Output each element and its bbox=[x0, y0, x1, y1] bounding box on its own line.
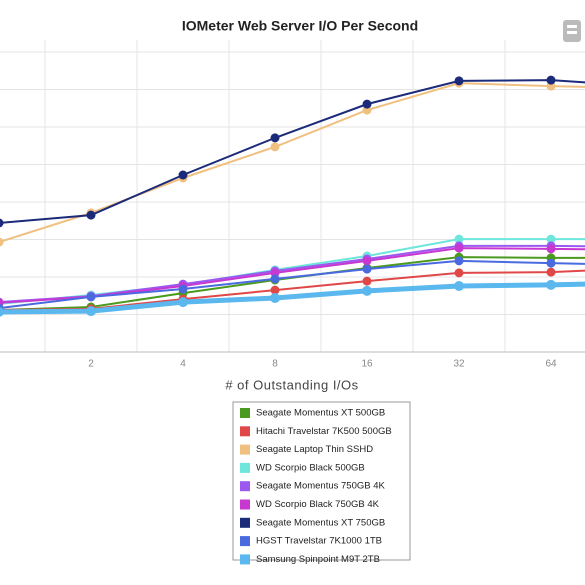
legend-label: Seagate Momentus XT 500GB bbox=[256, 408, 385, 419]
point bbox=[546, 244, 556, 254]
x-tick-label: 64 bbox=[545, 359, 557, 370]
legend-label: Seagate Laptop Thin SSHD bbox=[256, 444, 373, 455]
point bbox=[454, 234, 464, 244]
point bbox=[362, 256, 372, 266]
point bbox=[546, 258, 556, 268]
point bbox=[546, 279, 556, 290]
point bbox=[362, 285, 372, 296]
legend-label: WD Scorpio Black 750GB 4K bbox=[256, 499, 380, 510]
point bbox=[270, 293, 280, 303]
point bbox=[546, 75, 556, 85]
point bbox=[178, 284, 188, 294]
point bbox=[454, 243, 464, 253]
legend-label: Hitachi Travelstar 7K500 500GB bbox=[256, 426, 392, 437]
legend-swatch bbox=[240, 499, 250, 510]
x-tick-label: 32 bbox=[453, 359, 465, 370]
legend-swatch bbox=[240, 426, 250, 437]
point bbox=[0, 218, 4, 228]
legend-label: Seagate Momentus XT 750GB bbox=[256, 517, 385, 528]
point bbox=[546, 234, 556, 244]
series-line bbox=[0, 281, 585, 315]
point bbox=[270, 285, 280, 295]
point bbox=[362, 264, 372, 274]
point bbox=[362, 99, 372, 109]
legend-swatch bbox=[240, 462, 250, 473]
series-line bbox=[0, 82, 585, 243]
chart-title: IOMeter Web Server I/O Per Second bbox=[182, 18, 418, 34]
point bbox=[0, 237, 4, 247]
legend-swatch bbox=[240, 481, 250, 492]
series-line bbox=[0, 79, 585, 224]
legend-swatch bbox=[240, 408, 250, 418]
point bbox=[270, 142, 280, 152]
legend-swatch bbox=[240, 444, 250, 455]
point bbox=[546, 267, 556, 277]
point bbox=[362, 276, 372, 286]
point bbox=[178, 297, 188, 308]
legend-label: HGST Travelstar 7K1000 1TB bbox=[256, 536, 382, 547]
legend-swatch bbox=[240, 536, 250, 547]
point bbox=[178, 170, 188, 180]
point bbox=[454, 256, 464, 266]
legend-label: Samsung Spinpoint M9T 2TB bbox=[256, 554, 380, 565]
legend-swatch bbox=[240, 517, 250, 528]
legend-label: WD Scorpio Black 500GB bbox=[256, 462, 365, 473]
point bbox=[454, 281, 464, 291]
legend bbox=[232, 401, 411, 561]
series-line bbox=[0, 259, 585, 310]
point bbox=[86, 306, 96, 317]
point bbox=[86, 210, 96, 220]
point bbox=[86, 292, 96, 302]
point bbox=[0, 306, 4, 317]
x-axis-title: # of Outstanding I/Os bbox=[225, 377, 358, 392]
point bbox=[454, 76, 464, 86]
logo bbox=[563, 20, 581, 42]
point bbox=[270, 274, 280, 284]
point bbox=[270, 133, 280, 143]
x-tick-label: 2 bbox=[88, 359, 94, 370]
point bbox=[454, 268, 464, 278]
x-tick-label: 4 bbox=[180, 359, 186, 370]
x-tick-label: 16 bbox=[361, 359, 373, 370]
legend-swatch bbox=[240, 554, 250, 565]
legend-label: Seagate Momentus 750GB 4K bbox=[256, 481, 386, 492]
x-tick-label: 8 bbox=[272, 359, 278, 370]
